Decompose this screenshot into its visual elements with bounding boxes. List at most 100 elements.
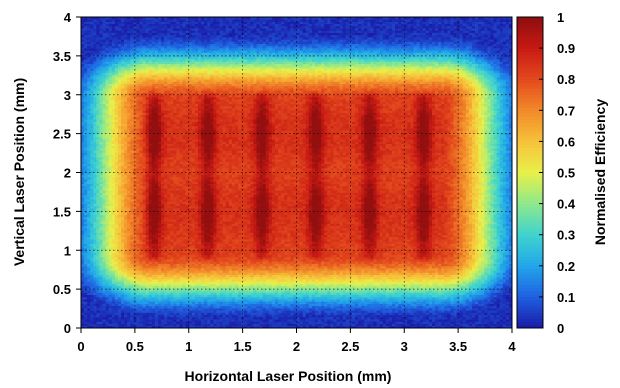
heatmap-cell — [176, 19, 180, 22]
heatmap-cell — [136, 196, 140, 200]
heatmap-cell — [173, 323, 177, 327]
heatmap-cell — [139, 68, 143, 71]
heatmap-cell — [117, 101, 122, 104]
heatmap-cell — [176, 170, 180, 173]
heatmap-cell — [121, 214, 125, 218]
heatmap-cell — [185, 114, 190, 118]
heatmap-cell — [179, 254, 183, 258]
heatmap-cell — [87, 325, 91, 329]
heatmap-cell — [108, 25, 113, 29]
heatmap-cell — [90, 108, 94, 111]
heatmap-cell — [102, 174, 106, 178]
heatmap-cell — [179, 214, 183, 218]
heatmap-cell — [84, 228, 88, 231]
heatmap-cell — [105, 65, 110, 69]
heatmap-cell — [102, 83, 106, 87]
heatmap-cell — [127, 216, 131, 220]
heatmap-cell — [170, 45, 174, 49]
heatmap-cell — [167, 248, 171, 251]
heatmap-cell — [102, 221, 106, 224]
heatmap-cell — [81, 101, 85, 104]
heatmap-cell — [114, 303, 119, 307]
heatmap-cell — [99, 250, 103, 253]
heatmap-cell — [99, 174, 103, 178]
heatmap-cell — [90, 23, 94, 27]
heatmap-cell — [90, 270, 94, 273]
heatmap-cell — [99, 90, 103, 93]
heatmap-cell — [167, 223, 171, 227]
heatmap-cell — [105, 194, 110, 198]
heatmap-cell — [164, 223, 168, 227]
heatmap-cell — [127, 250, 131, 253]
heatmap-cell — [136, 325, 140, 329]
heatmap-cell — [136, 212, 140, 216]
heatmap-cell — [87, 316, 91, 320]
heatmap-cell — [154, 259, 159, 262]
heatmap-cell — [90, 283, 94, 287]
heatmap-cell — [87, 245, 91, 249]
heatmap-cell — [105, 294, 110, 298]
heatmap-cell — [185, 17, 190, 20]
heatmap-cell — [167, 92, 171, 96]
heatmap-cell — [105, 68, 110, 71]
heatmap-cell — [173, 239, 177, 242]
heatmap-cell — [111, 225, 116, 229]
heatmap-cell — [87, 263, 91, 267]
heatmap-cell — [154, 236, 159, 240]
heatmap-cell — [102, 312, 106, 316]
heatmap-cell — [167, 176, 171, 180]
heatmap-cell — [182, 83, 187, 87]
heatmap-cell — [167, 50, 171, 53]
heatmap-cell — [164, 94, 168, 98]
heatmap-cell — [176, 152, 180, 156]
heatmap-cell — [173, 68, 177, 71]
heatmap-cell — [139, 103, 143, 107]
heatmap-cell — [127, 230, 131, 233]
heatmap-cell — [105, 99, 110, 102]
heatmap-cell — [93, 228, 97, 231]
heatmap-cell — [111, 125, 116, 129]
heatmap-cell — [145, 201, 150, 204]
heatmap-cell — [127, 94, 131, 98]
heatmap-cell — [93, 245, 97, 249]
heatmap-cell — [188, 163, 193, 167]
heatmap-cell — [142, 245, 146, 249]
heatmap-cell — [111, 292, 116, 296]
heatmap-cell — [130, 319, 134, 322]
heatmap-cell — [157, 219, 162, 222]
heatmap-cell — [105, 121, 110, 124]
heatmap-cell — [154, 254, 159, 258]
heatmap-cell — [145, 268, 150, 271]
heatmap-cell — [145, 90, 150, 93]
heatmap-cell — [151, 230, 156, 233]
heatmap-cell — [157, 83, 162, 87]
heatmap-cell — [81, 145, 85, 149]
heatmap-cell — [157, 210, 162, 213]
heatmap-cell — [145, 28, 150, 31]
heatmap-cell — [96, 39, 100, 42]
heatmap-cell — [173, 176, 177, 180]
heatmap-cell — [188, 243, 193, 247]
heatmap-cell — [81, 63, 85, 67]
heatmap-cell — [161, 70, 165, 73]
heatmap-cell — [121, 196, 125, 200]
heatmap-cell — [148, 110, 153, 113]
heatmap-cell — [145, 205, 150, 209]
heatmap-cell — [170, 214, 174, 218]
heatmap-cell — [148, 41, 153, 45]
heatmap-cell — [185, 212, 190, 216]
heatmap-cell — [185, 245, 190, 249]
heatmap-cell — [179, 59, 183, 62]
heatmap-cell — [173, 92, 177, 96]
heatmap-cell — [145, 141, 150, 144]
heatmap-cell — [127, 199, 131, 202]
heatmap-cell — [188, 110, 193, 113]
heatmap-cell — [145, 108, 150, 111]
heatmap-cell — [176, 145, 180, 149]
heatmap-cell — [188, 139, 193, 142]
heatmap-cell — [182, 28, 187, 31]
heatmap-cell — [117, 43, 122, 47]
heatmap-cell — [108, 223, 113, 227]
heatmap-cell — [130, 228, 134, 231]
heatmap-cell — [117, 168, 122, 171]
